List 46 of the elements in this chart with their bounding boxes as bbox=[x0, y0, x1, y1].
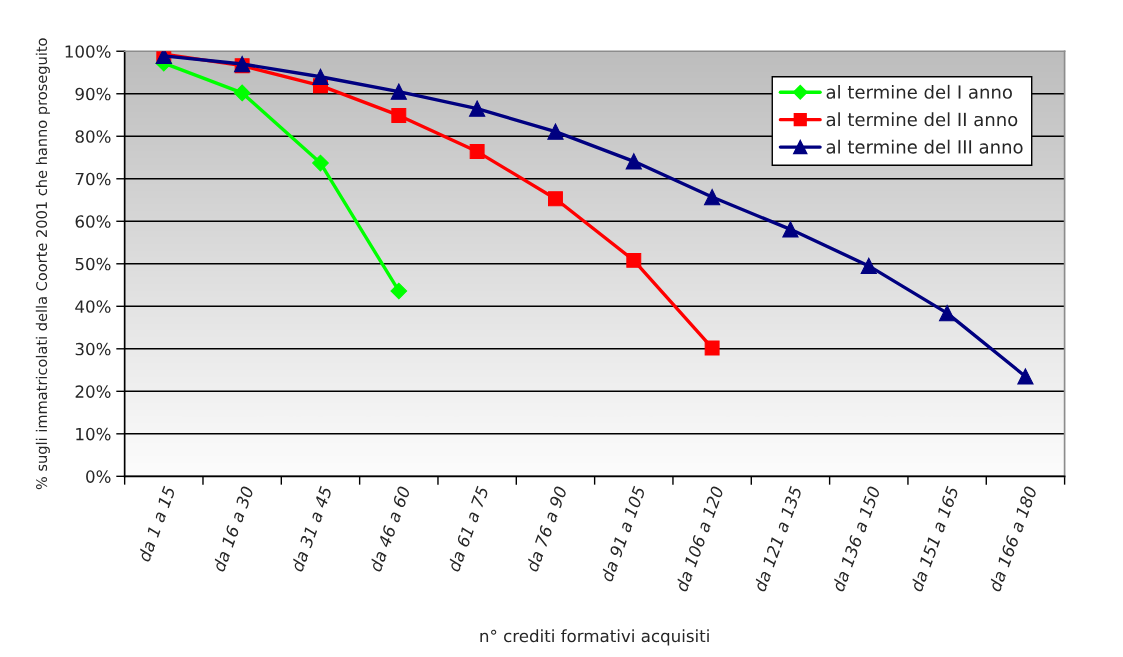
point bbox=[547, 123, 564, 140]
y-tick-label: 90% bbox=[75, 87, 111, 101]
point bbox=[704, 340, 720, 356]
y-tick-label: 30% bbox=[75, 342, 111, 356]
point bbox=[390, 83, 407, 100]
x-tick-label: da 136 a 150 bbox=[831, 485, 881, 593]
x-axis-title: n° crediti formativi acquisiti bbox=[480, 629, 709, 646]
point bbox=[548, 191, 563, 207]
point bbox=[860, 257, 877, 275]
y-tick-label: 40% bbox=[75, 300, 111, 313]
x-tick-label: da 31 a 45 bbox=[290, 485, 333, 573]
legend-label: al termine del I anno bbox=[826, 84, 1012, 99]
point bbox=[468, 100, 486, 117]
point bbox=[469, 144, 485, 160]
x-tick-label: da 16 a 30 bbox=[211, 485, 254, 573]
x-tick-label: da 166 a 180 bbox=[987, 485, 1038, 593]
x-tick-label: da 121 a 135 bbox=[752, 485, 803, 593]
point bbox=[233, 84, 251, 102]
point bbox=[782, 221, 799, 238]
y-tick-label: 0% bbox=[86, 470, 111, 483]
x-tick-label: da 61 a 75 bbox=[446, 485, 489, 573]
x-tick-label: da 46 a 60 bbox=[368, 485, 411, 573]
y-tick-label: 70% bbox=[75, 172, 111, 186]
y-axis-title: % sugli immatricolati della Coorte 2001 che hanno proseguito bbox=[35, 38, 50, 490]
legend-label: al termine del II anno bbox=[826, 112, 1018, 127]
y-tick-label: 100% bbox=[65, 45, 111, 58]
point bbox=[312, 68, 329, 85]
legend-label: al termine del III anno bbox=[826, 139, 1023, 154]
x-tick-label: da 106 a 120 bbox=[674, 485, 724, 593]
x-tick-label: da 1 a 15 bbox=[137, 485, 176, 563]
x-tick-label: da 76 a 90 bbox=[525, 485, 568, 573]
point bbox=[626, 252, 642, 268]
x-tick-label: da 151 a 165 bbox=[909, 485, 959, 593]
y-tick-label: 50% bbox=[75, 257, 111, 271]
y-tick-label: 20% bbox=[75, 385, 111, 398]
point bbox=[625, 153, 642, 170]
point bbox=[938, 304, 956, 322]
point bbox=[312, 154, 329, 172]
point bbox=[391, 107, 407, 123]
y-tick-label: 60% bbox=[75, 215, 111, 228]
y-tick-label: 80% bbox=[75, 130, 111, 143]
y-tick-label: 10% bbox=[76, 427, 111, 441]
point bbox=[703, 188, 721, 206]
point bbox=[1017, 368, 1034, 385]
x-tick-label: da 91 a 105 bbox=[599, 485, 646, 583]
point bbox=[390, 282, 408, 300]
